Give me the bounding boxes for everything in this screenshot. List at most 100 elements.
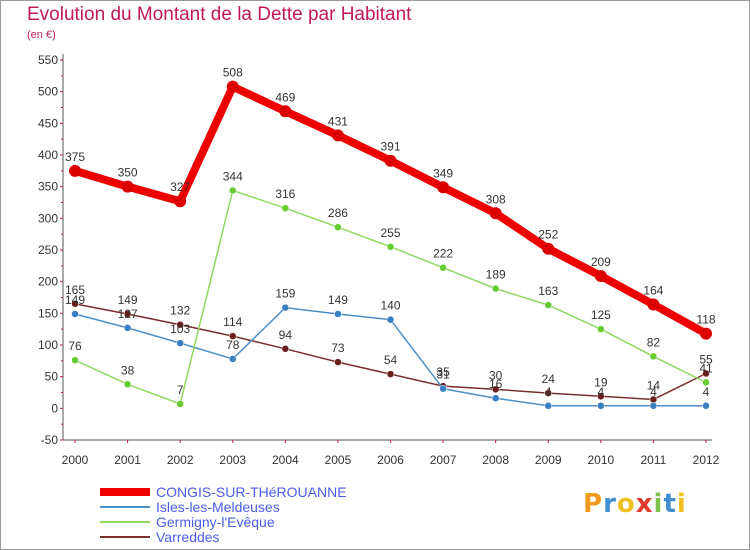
data-point bbox=[123, 380, 132, 389]
data-point bbox=[544, 389, 552, 397]
y-tick-label: 350 bbox=[38, 180, 58, 194]
data-label: 308 bbox=[486, 192, 506, 206]
data-point bbox=[176, 320, 184, 329]
data-label: 41 bbox=[699, 361, 713, 375]
x-tick-label: 2010 bbox=[587, 453, 614, 467]
data-point bbox=[176, 339, 184, 347]
data-point bbox=[491, 284, 500, 293]
data-label: 4 bbox=[597, 385, 604, 399]
x-tick-label: 2009 bbox=[535, 453, 562, 467]
x-tick-label: 2004 bbox=[272, 453, 299, 467]
data-point bbox=[331, 129, 344, 142]
data-point bbox=[229, 186, 237, 195]
data-point bbox=[334, 310, 342, 318]
x-tick-label: 2012 bbox=[693, 453, 720, 467]
data-label: 164 bbox=[643, 283, 663, 297]
y-tick-label: 250 bbox=[38, 243, 58, 257]
data-point bbox=[123, 310, 132, 318]
data-point bbox=[491, 385, 500, 394]
data-label: 16 bbox=[489, 377, 503, 391]
data-label: 350 bbox=[118, 166, 138, 180]
data-point bbox=[594, 269, 607, 282]
y-tick-label: 50 bbox=[45, 370, 59, 384]
data-label: 30 bbox=[489, 368, 503, 382]
data-point bbox=[71, 300, 79, 308]
data-point bbox=[386, 243, 395, 251]
data-label: 4 bbox=[545, 385, 552, 399]
data-label: 73 bbox=[331, 341, 345, 355]
data-point bbox=[174, 195, 187, 208]
data-label: 103 bbox=[170, 322, 190, 336]
data-label: 54 bbox=[384, 353, 398, 367]
data-label: 78 bbox=[226, 338, 240, 352]
data-label: 55 bbox=[699, 353, 713, 367]
data-point bbox=[544, 301, 552, 309]
data-point bbox=[281, 204, 290, 212]
data-point bbox=[700, 327, 712, 340]
data-point bbox=[491, 394, 500, 402]
data-label: 94 bbox=[279, 328, 293, 342]
legend-label: Varreddes bbox=[156, 529, 220, 545]
data-point bbox=[69, 164, 81, 177]
data-label: 14 bbox=[647, 378, 661, 392]
data-point bbox=[437, 181, 450, 194]
data-label: 35 bbox=[436, 365, 450, 379]
data-label: 209 bbox=[591, 255, 611, 269]
data-label: 159 bbox=[275, 287, 295, 301]
data-label: 344 bbox=[223, 169, 243, 183]
y-tick-label: 450 bbox=[38, 116, 58, 130]
data-point bbox=[229, 355, 237, 363]
y-tick-label: 300 bbox=[38, 211, 58, 225]
data-label: 82 bbox=[647, 335, 661, 349]
x-tick-label: 2006 bbox=[377, 453, 404, 467]
data-point bbox=[229, 332, 237, 340]
data-point bbox=[123, 324, 132, 332]
data-point bbox=[281, 345, 290, 353]
proxiti-logo: Proxiti bbox=[583, 489, 687, 519]
legend-label: CONGIS-SUR-THéROUANNE bbox=[156, 484, 347, 500]
data-point bbox=[281, 303, 290, 312]
y-tick-label: 500 bbox=[38, 85, 58, 99]
data-label: 76 bbox=[68, 339, 82, 353]
data-label: 349 bbox=[433, 166, 453, 180]
data-label: 508 bbox=[223, 66, 243, 80]
data-label: 132 bbox=[170, 304, 190, 318]
y-tick-label: 400 bbox=[38, 148, 58, 162]
data-point bbox=[384, 154, 397, 167]
legend-label: Germigny-l'Evêque bbox=[156, 514, 275, 530]
data-label: 286 bbox=[328, 206, 348, 220]
data-point bbox=[702, 378, 710, 387]
chart-title: Evolution du Montant de la Dette par Hab… bbox=[27, 4, 412, 25]
data-point bbox=[226, 80, 239, 93]
data-point bbox=[702, 402, 710, 410]
data-label: 252 bbox=[538, 228, 558, 242]
data-point bbox=[489, 207, 502, 220]
data-label: 118 bbox=[696, 313, 715, 327]
data-point bbox=[649, 352, 658, 361]
data-point bbox=[71, 310, 79, 318]
data-label: 24 bbox=[542, 372, 556, 386]
y-tick-label: -50 bbox=[41, 433, 59, 447]
data-point bbox=[121, 180, 134, 193]
data-label: 7 bbox=[177, 383, 184, 397]
y-tick-label: 550 bbox=[38, 53, 58, 67]
y-tick-label: 100 bbox=[38, 338, 58, 352]
data-label: 469 bbox=[275, 90, 295, 104]
data-label: 165 bbox=[65, 283, 85, 297]
data-point bbox=[542, 242, 555, 255]
data-label: 149 bbox=[118, 293, 138, 307]
data-label: 19 bbox=[594, 375, 608, 389]
data-point bbox=[279, 105, 292, 118]
x-tick-label: 2008 bbox=[482, 453, 509, 467]
data-label: 327 bbox=[170, 180, 190, 194]
x-tick-label: 2005 bbox=[325, 453, 352, 467]
data-label: 4 bbox=[703, 385, 710, 399]
series-line bbox=[73, 82, 708, 338]
x-tick-label: 2003 bbox=[219, 453, 246, 467]
data-label: 189 bbox=[486, 268, 506, 282]
data-label: 31 bbox=[436, 368, 450, 382]
data-point bbox=[597, 392, 605, 401]
chart-unit-label: (en €) bbox=[27, 29, 56, 41]
